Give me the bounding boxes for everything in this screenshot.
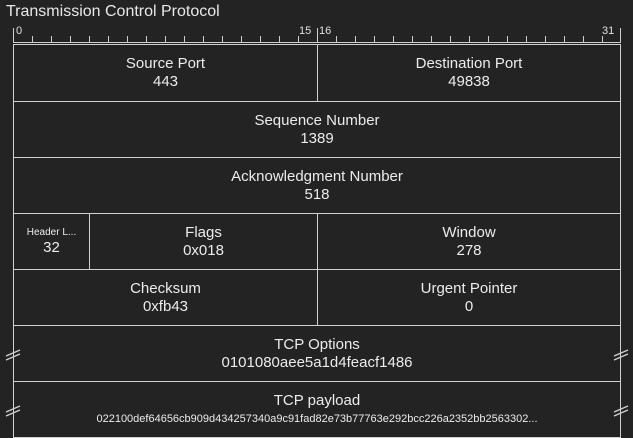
- ruler-tick: [279, 36, 280, 42]
- field-value: 278: [456, 241, 482, 259]
- diagram-title: Transmission Control Protocol: [6, 3, 220, 20]
- ruler-tick: [70, 36, 71, 42]
- variable-length-break-icon: [5, 349, 21, 361]
- ruler-tick: [127, 36, 128, 42]
- bit-ruler: 0 15 16 31: [13, 25, 621, 43]
- ruler-tick: [165, 36, 166, 42]
- ruler-tick: [203, 36, 204, 42]
- field-destination-port: Destination Port 49838: [317, 44, 621, 102]
- field-checksum: Checksum 0xfb43: [13, 269, 318, 326]
- field-tcp-options: TCP Options 0101080aee5a1d4feacf1486: [13, 325, 621, 382]
- ruler-tick: [13, 28, 14, 42]
- field-value: 518: [304, 185, 330, 203]
- ruler-tick: [317, 28, 318, 42]
- field-value: 32: [43, 239, 60, 256]
- ruler-tick: [450, 36, 451, 42]
- field-header-length: Header L... 32: [13, 213, 90, 270]
- ruler-tick: [184, 36, 185, 42]
- ruler-tick: [431, 36, 432, 42]
- ruler-tick: [526, 36, 527, 42]
- ruler-tick: [336, 36, 337, 42]
- field-sequence-number: Sequence Number 1389: [13, 101, 621, 158]
- field-name: Window: [442, 223, 496, 241]
- ruler-tick: [469, 36, 470, 42]
- ruler-tick: [583, 36, 584, 42]
- field-urgent-pointer: Urgent Pointer 0: [317, 269, 621, 326]
- ruler-tick: [355, 36, 356, 42]
- field-name: Flags: [185, 223, 222, 241]
- variable-length-break-icon: [5, 405, 21, 417]
- ruler-tick: [108, 36, 109, 42]
- ruler-tick: [564, 36, 565, 42]
- ruler-tick: [374, 36, 375, 42]
- field-name: Sequence Number: [254, 111, 380, 129]
- field-value: 0101080aee5a1d4feacf1486: [221, 353, 413, 371]
- ruler-tick: [507, 36, 508, 42]
- ruler-label-15: 15: [299, 25, 312, 37]
- ruler-tick: [222, 36, 223, 42]
- field-name: Acknowledgment Number: [231, 167, 403, 185]
- field-window: Window 278: [317, 213, 621, 270]
- field-value: 0: [464, 297, 474, 315]
- field-flags: Flags 0x018: [89, 213, 318, 270]
- ruler-tick: [241, 36, 242, 42]
- ruler-tick: [89, 36, 90, 42]
- ruler-label-16: 16: [319, 25, 332, 37]
- field-tcp-payload: TCP payload 022100def64656cb909d43425734…: [13, 381, 621, 438]
- ruler-tick: [298, 36, 299, 42]
- field-acknowledgment-number: Acknowledgment Number 518: [13, 157, 621, 214]
- field-name: TCP Options: [274, 335, 360, 353]
- variable-length-break-icon: [613, 405, 629, 417]
- field-value: 49838: [448, 73, 490, 90]
- field-source-port: Source Port 443: [13, 44, 318, 102]
- field-name: Destination Port: [415, 55, 523, 72]
- field-name: Urgent Pointer: [420, 279, 518, 297]
- variable-length-break-icon: [613, 349, 629, 361]
- field-value: 022100def64656cb909d434257340a9c91fad82e…: [96, 412, 538, 425]
- field-value: 0xfb43: [142, 297, 189, 315]
- ruler-tick: [51, 36, 52, 42]
- ruler-tick: [488, 36, 489, 42]
- ruler-label-0: 0: [16, 25, 23, 37]
- field-name: Source Port: [125, 55, 206, 72]
- ruler-tick: [146, 36, 147, 42]
- ruler-tick: [32, 36, 33, 42]
- field-value: 1389: [300, 129, 334, 147]
- field-name: TCP payload: [273, 391, 361, 409]
- ruler-line: [13, 42, 621, 43]
- ruler-tick: [412, 36, 413, 42]
- ruler-tick: [393, 36, 394, 42]
- ruler-tick: [545, 36, 546, 42]
- field-name: Checksum: [130, 279, 201, 297]
- ruler-tick: [602, 36, 603, 42]
- ruler-label-31: 31: [602, 25, 615, 37]
- ruler-tick: [620, 28, 621, 42]
- field-name: Header L...: [26, 227, 77, 238]
- field-value: 0x018: [183, 241, 224, 259]
- ruler-tick: [260, 36, 261, 42]
- field-value: 443: [152, 73, 179, 90]
